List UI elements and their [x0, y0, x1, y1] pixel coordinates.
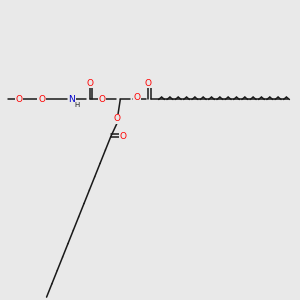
Text: N: N: [68, 95, 75, 104]
Text: O: O: [119, 132, 126, 141]
Text: O: O: [38, 95, 45, 104]
Text: O: O: [145, 79, 152, 88]
Text: O: O: [15, 95, 22, 104]
Text: O: O: [86, 79, 93, 88]
Text: O: O: [98, 95, 105, 104]
Text: H: H: [74, 102, 80, 108]
Text: O: O: [134, 93, 140, 102]
Text: O: O: [114, 114, 121, 123]
